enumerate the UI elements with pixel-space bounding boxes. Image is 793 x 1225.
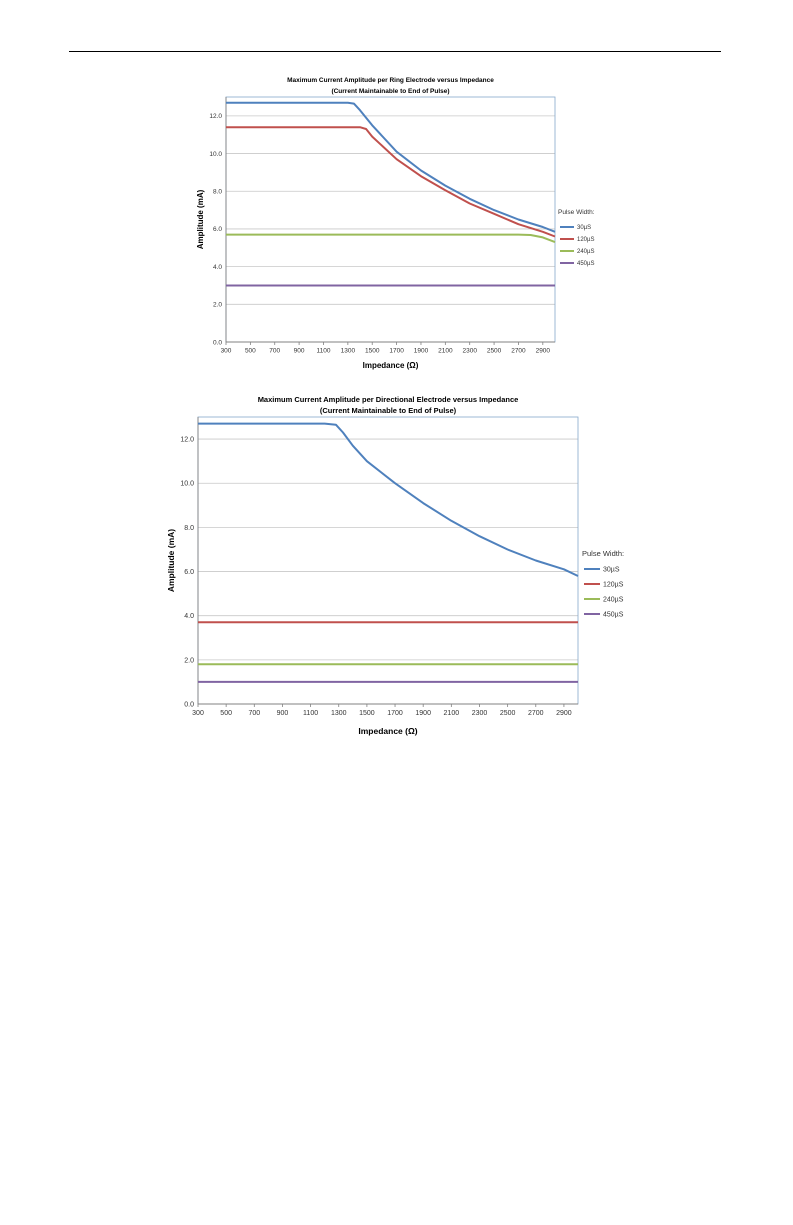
series-line (226, 101, 556, 233)
y-tick-label: 10.0 (180, 481, 194, 488)
x-tick-label: 2100 (444, 710, 460, 717)
y-tick-label: 10.0 (209, 151, 222, 158)
y-tick-label: 8.0 (213, 189, 222, 196)
x-tick-label: 2100 (438, 348, 453, 355)
directional-electrode-chart: Maximum Current Amplitude per Directiona… (166, 395, 624, 736)
y-tick-label: 4.0 (184, 613, 194, 620)
y-tick-label: 6.0 (184, 569, 194, 576)
y-tick-label: 12.0 (209, 113, 222, 120)
chart-title: Maximum Current Amplitude per Directiona… (258, 395, 519, 404)
y-axis-title: Amplitude (mA) (166, 529, 176, 592)
series-line (226, 126, 556, 238)
x-tick-label: 900 (277, 710, 289, 717)
series-line (198, 422, 579, 577)
legend-title: Pulse Width: (558, 209, 595, 216)
x-tick-label: 2700 (528, 710, 544, 717)
x-tick-label: 500 (220, 710, 232, 717)
x-tick-label: 300 (192, 710, 204, 717)
legend-entry: 240µS (603, 596, 624, 603)
x-tick-label: 1900 (414, 348, 429, 355)
x-tick-label: 2300 (472, 710, 488, 717)
y-tick-label: 12.0 (180, 437, 194, 444)
y-tick-label: 2.0 (213, 302, 222, 309)
x-tick-label: 1500 (365, 348, 380, 355)
legend-entry: 120µS (577, 237, 594, 243)
x-tick-label: 2500 (500, 710, 516, 717)
ring-electrode-chart: Maximum Current Amplitude per Ring Elect… (196, 77, 595, 370)
x-tick-label: 700 (248, 710, 260, 717)
y-tick-label: 0.0 (213, 339, 222, 346)
chart-subtitle: (Current Maintainable to End of Pulse) (320, 406, 457, 415)
x-tick-label: 1900 (415, 710, 431, 717)
x-tick-label: 1700 (387, 710, 403, 717)
legend-entry: 120µS (603, 581, 624, 588)
legend-entry: 240µS (577, 249, 594, 255)
y-axis-title: Amplitude (mA) (196, 189, 205, 249)
y-tick-label: 4.0 (213, 264, 222, 271)
header-rule (69, 51, 721, 52)
x-tick-label: 1300 (341, 348, 356, 355)
x-tick-label: 1700 (389, 348, 404, 355)
x-tick-label: 2900 (536, 348, 551, 355)
chart-title: Maximum Current Amplitude per Ring Elect… (287, 77, 494, 84)
legend-entry: 30µS (603, 566, 620, 573)
y-tick-label: 6.0 (213, 226, 222, 233)
x-tick-label: 1100 (303, 710, 318, 717)
y-tick-label: 2.0 (184, 657, 194, 664)
x-tick-label: 700 (269, 348, 280, 355)
legend-title: Pulse Width: (582, 549, 624, 558)
x-tick-label: 1100 (316, 348, 330, 355)
x-tick-label: 1300 (331, 710, 347, 717)
x-tick-label: 900 (294, 348, 305, 355)
x-tick-label: 1500 (359, 710, 375, 717)
plot-frame (197, 416, 579, 705)
x-tick-label: 500 (245, 348, 256, 355)
legend-entry: 450µS (603, 611, 624, 618)
x-tick-label: 2500 (487, 348, 502, 355)
y-tick-label: 8.0 (184, 525, 194, 532)
x-tick-label: 2300 (462, 348, 477, 355)
legend-entry: 30µS (577, 225, 591, 231)
legend-entry: 450µS (577, 261, 594, 267)
chart-subtitle: (Current Maintainable to End of Pulse) (331, 88, 449, 95)
series-line (226, 233, 556, 244)
y-tick-label: 0.0 (184, 701, 194, 708)
x-axis-title: Impedance (Ω) (363, 361, 419, 370)
x-tick-label: 2700 (511, 348, 526, 355)
x-axis-title: Impedance (Ω) (358, 726, 417, 736)
x-tick-label: 300 (221, 348, 232, 355)
x-tick-label: 2900 (556, 710, 572, 717)
